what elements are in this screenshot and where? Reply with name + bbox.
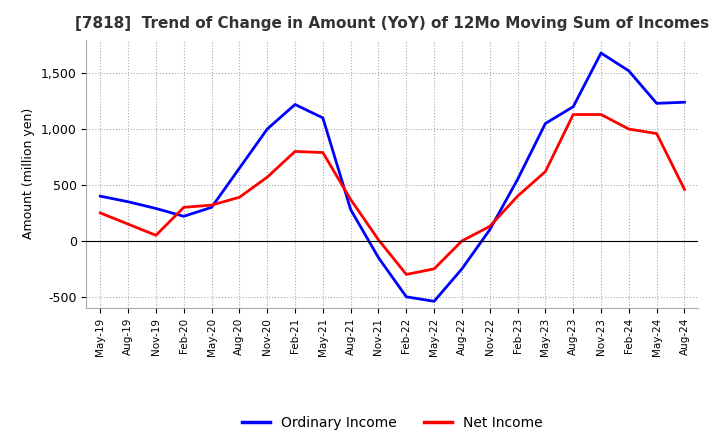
Net Income	[263, 175, 271, 180]
Net Income	[624, 126, 633, 132]
Net Income	[652, 131, 661, 136]
Net Income	[96, 210, 104, 216]
Ordinary Income	[402, 294, 410, 300]
Line: Ordinary Income: Ordinary Income	[100, 53, 685, 301]
Net Income	[430, 266, 438, 271]
Ordinary Income	[458, 266, 467, 271]
Net Income	[485, 224, 494, 229]
Ordinary Income	[569, 104, 577, 109]
Legend: Ordinary Income, Net Income: Ordinary Income, Net Income	[236, 410, 549, 435]
Net Income	[680, 187, 689, 192]
Ordinary Income	[152, 206, 161, 211]
Net Income	[291, 149, 300, 154]
Net Income	[179, 205, 188, 210]
Net Income	[597, 112, 606, 117]
Net Income	[346, 197, 355, 202]
Ordinary Income	[652, 101, 661, 106]
Net Income	[124, 221, 132, 227]
Title: [7818]  Trend of Change in Amount (YoY) of 12Mo Moving Sum of Incomes: [7818] Trend of Change in Amount (YoY) o…	[76, 16, 709, 32]
Net Income	[402, 272, 410, 277]
Net Income	[374, 237, 383, 242]
Net Income	[513, 194, 522, 199]
Y-axis label: Amount (million yen): Amount (million yen)	[22, 108, 35, 239]
Line: Net Income: Net Income	[100, 114, 685, 275]
Net Income	[569, 112, 577, 117]
Ordinary Income	[597, 50, 606, 55]
Ordinary Income	[346, 207, 355, 212]
Ordinary Income	[291, 102, 300, 107]
Ordinary Income	[430, 299, 438, 304]
Net Income	[152, 233, 161, 238]
Ordinary Income	[179, 214, 188, 219]
Ordinary Income	[96, 194, 104, 199]
Ordinary Income	[680, 99, 689, 105]
Net Income	[235, 194, 243, 200]
Ordinary Income	[207, 205, 216, 210]
Ordinary Income	[318, 115, 327, 121]
Net Income	[458, 238, 467, 244]
Ordinary Income	[541, 121, 550, 126]
Ordinary Income	[235, 165, 243, 171]
Net Income	[318, 150, 327, 155]
Ordinary Income	[624, 68, 633, 73]
Net Income	[541, 169, 550, 174]
Ordinary Income	[124, 199, 132, 205]
Ordinary Income	[485, 227, 494, 232]
Ordinary Income	[513, 177, 522, 182]
Ordinary Income	[374, 255, 383, 260]
Ordinary Income	[263, 126, 271, 132]
Net Income	[207, 202, 216, 208]
